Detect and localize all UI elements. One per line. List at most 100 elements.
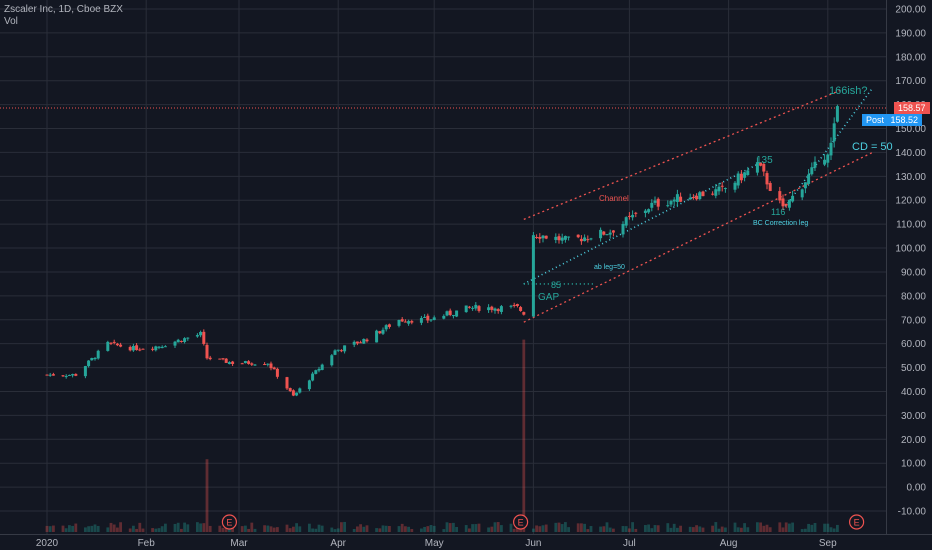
volume-bar: [829, 527, 833, 532]
volume-bar: [106, 527, 110, 532]
candle: [307, 379, 311, 391]
candle-body: [467, 306, 471, 308]
candle: [611, 230, 615, 237]
volume-bar: [71, 525, 74, 532]
volume-bar: [714, 522, 718, 532]
candle: [656, 197, 660, 211]
volume-bar: [298, 526, 302, 532]
volume-bar: [576, 523, 580, 532]
candle: [691, 194, 695, 200]
candle-body: [339, 350, 343, 352]
target-annotation: 166ish?: [829, 85, 868, 97]
volume-bar: [832, 528, 836, 532]
candle-body: [544, 235, 548, 239]
volume-bar: [647, 524, 650, 532]
candle: [263, 362, 267, 366]
candle-body: [448, 310, 452, 315]
candle-body: [650, 202, 654, 208]
candle-body: [403, 321, 407, 323]
candle: [522, 311, 526, 316]
candle-body: [531, 235, 535, 317]
candle-body: [96, 350, 100, 359]
candle-body: [698, 192, 702, 200]
volume-bar: [196, 522, 199, 532]
candle-body: [736, 173, 740, 186]
volume-bar: [746, 527, 750, 532]
candle-body: [429, 319, 433, 321]
price-tick-label: 140.00: [895, 148, 926, 159]
volume-bar: [544, 524, 548, 532]
time-axis[interactable]: 2020 Feb Mar Apr May Jun Jul Aug Sep: [0, 534, 932, 550]
volume-bar: [288, 528, 292, 532]
candle-body: [717, 186, 721, 192]
candle-body: [240, 363, 244, 365]
volume-bar: [634, 528, 638, 532]
volume-bar: [157, 528, 161, 532]
volume-bar: [375, 528, 378, 532]
candle-body: [218, 358, 222, 360]
candle-body: [285, 377, 289, 389]
level-135-annotation: 135: [756, 155, 773, 166]
candle: [135, 343, 139, 351]
volume-bar: [650, 528, 654, 532]
candle-body: [464, 305, 468, 313]
candle: [563, 235, 567, 243]
candle-body: [109, 342, 113, 344]
candle: [826, 153, 830, 168]
candle: [666, 200, 670, 208]
candle: [714, 183, 718, 199]
candle: [333, 349, 337, 356]
candle-body: [317, 368, 321, 371]
candle: [71, 373, 75, 378]
volume-bar: [493, 522, 497, 532]
volume-bar: [132, 525, 135, 532]
volume-bar: [602, 526, 606, 532]
volume-bar: [448, 523, 452, 532]
candle-body: [755, 162, 759, 173]
candle-body: [643, 210, 647, 214]
candle: [288, 387, 292, 393]
candle-body: [419, 318, 423, 323]
volume-bar: [48, 526, 52, 532]
candle-body: [45, 374, 49, 376]
volume-bar: [388, 526, 391, 532]
candle: [579, 235, 583, 245]
volume-bar: [247, 528, 250, 532]
candle-body: [765, 173, 769, 185]
candle-body: [131, 345, 135, 351]
price-tick-label: 100.00: [895, 244, 926, 255]
candle: [355, 341, 359, 346]
volume-bar: [272, 527, 276, 532]
candle: [410, 319, 414, 325]
volume-bar: [64, 528, 68, 532]
candle: [154, 345, 158, 352]
volume-bar: [269, 526, 273, 532]
candle: [199, 330, 203, 338]
candle: [378, 330, 382, 335]
candle-body: [311, 373, 315, 381]
candle-body: [112, 341, 116, 343]
earnings-label: E: [854, 518, 860, 528]
candle-body: [451, 314, 455, 317]
candle-body: [343, 345, 347, 352]
candle: [176, 338, 180, 343]
post-label: Post: [866, 115, 885, 125]
candle-body: [487, 307, 491, 311]
price-axis[interactable]: 200.00190.00180.00170.00160.00150.00140.…: [886, 0, 927, 534]
chart-drawings: [0, 87, 886, 323]
candle: [253, 364, 257, 366]
candle: [224, 357, 228, 363]
candle: [362, 338, 366, 344]
volume-bar: [672, 523, 676, 532]
candle: [266, 363, 270, 367]
candle-body: [426, 315, 430, 321]
candle-body: [515, 304, 519, 306]
candle-body: [275, 368, 279, 377]
candle: [375, 329, 379, 343]
candle: [295, 392, 299, 397]
time-tick-label: 2020: [36, 538, 59, 549]
time-tick-label: Mar: [230, 538, 248, 549]
earnings-circle: [221, 514, 237, 530]
candle: [755, 157, 759, 176]
